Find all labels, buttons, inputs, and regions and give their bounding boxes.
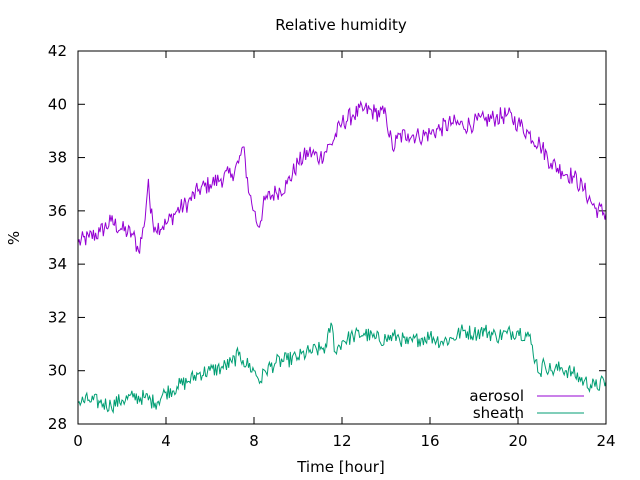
x-axis-label: Time [hour] [296, 458, 385, 476]
y-tick-label: 36 [48, 202, 67, 220]
x-tick-label: 4 [161, 432, 171, 450]
y-tick-label: 42 [48, 42, 67, 60]
y-tick-label: 40 [48, 95, 67, 113]
plot-frame [77, 50, 607, 425]
y-tick-label: 34 [48, 255, 67, 273]
x-tick-label: 20 [508, 432, 527, 450]
ticks-layer: 0 4 8 12 16 20 24 28 30 32 34 36 38 40 42 [48, 42, 616, 450]
legend-label-sheath: sheath [473, 404, 524, 422]
legend-label-aerosol: aerosol [469, 387, 524, 405]
x-tick-label: 12 [332, 432, 351, 450]
x-tick-label: 16 [420, 432, 439, 450]
chart-title: Relative humidity [275, 16, 407, 34]
x-tick-label: 8 [249, 432, 259, 450]
series-line-aerosol [77, 100, 607, 254]
y-axis-label: % [5, 231, 23, 245]
x-tick-label: 0 [73, 432, 83, 450]
y-tick-label: 28 [48, 415, 67, 433]
y-tick-label: 32 [48, 308, 67, 326]
y-tick-label: 38 [48, 149, 67, 167]
x-tick-label: 24 [596, 432, 615, 450]
series-layer [77, 100, 607, 414]
y-tick-label: 30 [48, 362, 67, 380]
series-line-sheath [77, 322, 607, 414]
